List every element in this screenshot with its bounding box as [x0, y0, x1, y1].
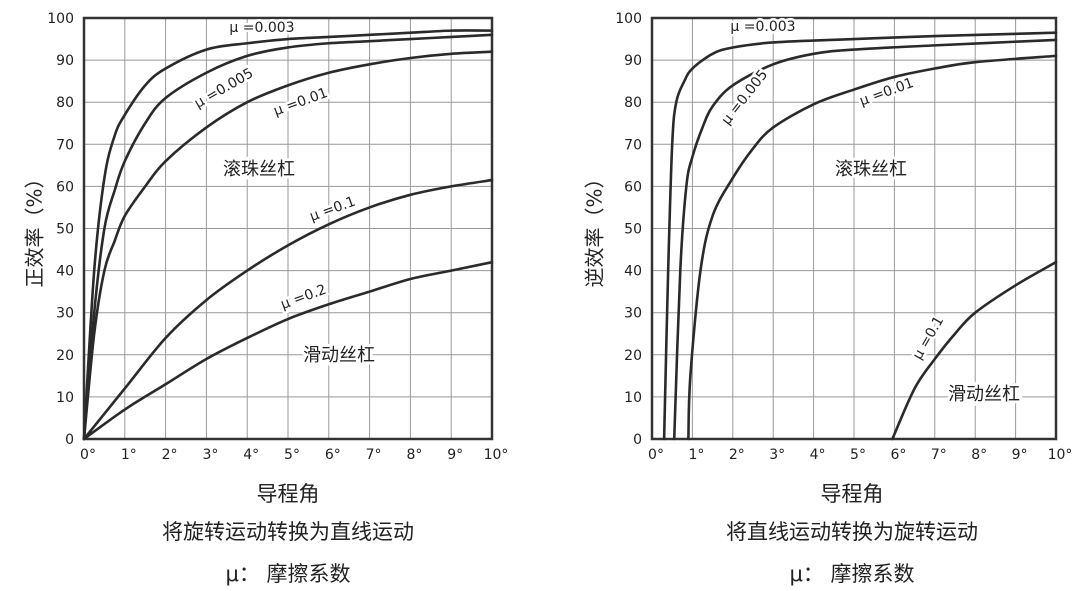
y-tick-label: 80	[56, 95, 74, 111]
y-tick-label: 40	[624, 264, 642, 280]
y-axis-label: 正效率（%）	[23, 168, 47, 287]
series-line	[687, 54, 1058, 441]
x-tick-label: 1°	[688, 447, 704, 463]
series-label: μ =0.003	[229, 20, 294, 36]
y-tick-label: 90	[624, 53, 642, 69]
x-tick-label: 0°	[80, 447, 96, 463]
region-label-sliding-screw: 滑动丝杠	[948, 384, 1020, 405]
y-tick-label: 70	[624, 137, 642, 153]
series-line	[82, 260, 494, 441]
series-line	[82, 29, 494, 441]
y-tick-label: 30	[56, 306, 74, 322]
x-axis-label: 导程角	[256, 482, 320, 506]
series-label: μ =0.003	[730, 19, 795, 35]
x-tick-label: 8°	[406, 447, 422, 463]
friction-note: μ： 摩擦系数	[225, 562, 351, 586]
friction-note: μ： 摩擦系数	[789, 562, 915, 586]
series-line	[662, 31, 1058, 441]
forward-efficiency-chart: 0° 1° 2° 3° 4° 5° 6° 7° 8° 9° 10° 0 10 20 30 40 50 60 70 80…	[47, 11, 508, 463]
y-tick-label: 40	[56, 264, 74, 280]
x-tick-label: 4°	[810, 447, 826, 463]
x-tick-label: 5°	[284, 447, 300, 463]
y-tick-label: 20	[56, 348, 74, 364]
x-tick-label: 9°	[1012, 447, 1028, 463]
x-tick-label: 8°	[971, 447, 987, 463]
region-label-sliding-screw: 滑动丝杠	[303, 345, 375, 366]
series-line	[82, 33, 494, 441]
reverse-efficiency-chart: 0° 1° 2° 3° 4° 5° 6° 7° 8° 9° 10° 0 10 20 30 40 50 60 70 80…	[615, 11, 1072, 463]
y-tick-label: 20	[624, 348, 642, 364]
y-axis-label: 逆效率（%）	[583, 168, 607, 287]
chart-subtitle: 将直线运动转换为旋转运动	[726, 520, 978, 544]
y-tick-label: 50	[624, 222, 642, 238]
y-tick-label: 0	[633, 432, 642, 448]
x-tick-label: 2°	[729, 447, 745, 463]
y-tick-label: 80	[624, 95, 642, 111]
region-label-ball-screw: 滚珠丝杠	[223, 159, 295, 180]
x-tick-label: 6°	[325, 447, 341, 463]
y-tick-label: 60	[56, 179, 74, 195]
x-tick-label: 6°	[890, 447, 906, 463]
x-tick-label: 7°	[931, 447, 947, 463]
series-line	[672, 38, 1058, 441]
plot-frame	[650, 16, 1058, 441]
x-tick-label: 5°	[850, 447, 866, 463]
region-label-ball-screw: 滚珠丝杠	[835, 159, 907, 180]
y-tick-label: 60	[624, 179, 642, 195]
x-tick-label: 9°	[447, 447, 463, 463]
x-tick-label: 7°	[366, 447, 382, 463]
chart-subtitle: 将旋转运动转换为直线运动	[162, 520, 414, 544]
x-tick-label: 4°	[243, 447, 259, 463]
y-tick-label: 30	[624, 306, 642, 322]
y-tick-label: 50	[56, 222, 74, 238]
plot-frame	[82, 16, 494, 441]
y-tick-label: 100	[47, 11, 74, 27]
y-tick-label: 90	[56, 53, 74, 69]
x-tick-label: 10°	[484, 447, 509, 463]
series-line	[82, 178, 494, 441]
y-tick-label: 10	[624, 390, 642, 406]
x-tick-label: 2°	[162, 447, 178, 463]
series-line	[82, 50, 494, 441]
y-tick-label: 70	[56, 137, 74, 153]
x-tick-label: 3°	[202, 447, 218, 463]
y-tick-label: 100	[615, 11, 642, 27]
x-tick-label: 0°	[648, 447, 664, 463]
x-tick-label: 3°	[769, 447, 785, 463]
y-tick-label: 10	[56, 390, 74, 406]
series-line	[891, 260, 1058, 441]
x-tick-label: 1°	[121, 447, 137, 463]
x-axis-label: 导程角	[820, 482, 884, 506]
y-tick-label: 0	[65, 432, 74, 448]
x-tick-label: 10°	[1048, 447, 1073, 463]
